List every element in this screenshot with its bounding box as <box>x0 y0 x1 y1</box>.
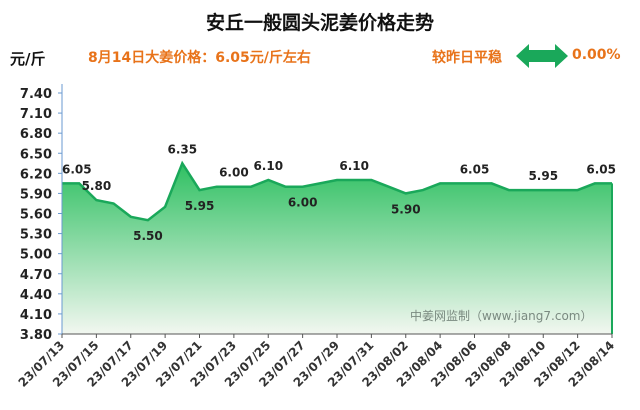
data-label: 6.00 <box>219 166 249 180</box>
data-label: 6.10 <box>253 159 283 173</box>
double-arrow-icon <box>516 44 568 68</box>
y-tick-label: 7.10 <box>20 107 52 122</box>
data-label: 5.95 <box>185 199 215 213</box>
data-label: 6.05 <box>460 162 490 176</box>
y-tick-label: 6.50 <box>20 147 52 162</box>
data-label: 5.90 <box>391 202 421 216</box>
data-label: 6.10 <box>339 159 369 173</box>
data-label: 5.80 <box>82 179 112 193</box>
data-label: 6.05 <box>586 162 616 176</box>
data-label: 6.00 <box>288 196 318 210</box>
data-label: 6.35 <box>168 142 198 156</box>
data-label: 6.05 <box>62 162 92 176</box>
y-tick-label: 5.00 <box>20 248 52 263</box>
compare-value: 0.00% <box>572 47 621 63</box>
y-tick-label: 3.80 <box>20 328 52 343</box>
y-tick-label: 5.90 <box>20 187 52 202</box>
price-line <box>62 160 612 222</box>
y-tick-label: 7.40 <box>20 87 52 102</box>
watermark: 中姜网监制（www.jiang7.com） <box>410 309 593 323</box>
y-axis-unit: 元/斤 <box>10 50 46 68</box>
data-label: 5.95 <box>528 169 558 183</box>
y-tick-label: 6.80 <box>20 127 52 142</box>
compare-label: 较昨日平稳 <box>432 50 502 66</box>
y-tick-label: 5.30 <box>20 228 52 243</box>
y-tick-label: 4.10 <box>20 308 52 323</box>
y-tick-label: 5.60 <box>20 208 52 223</box>
chart-title: 安丘一般圆头泥姜价格走势 <box>205 12 434 34</box>
y-tick-label: 4.40 <box>20 288 52 303</box>
y-tick-label: 6.20 <box>20 167 52 182</box>
price-area-fill <box>62 163 612 334</box>
data-label: 5.50 <box>133 229 163 243</box>
double-arrow-shape <box>516 44 568 68</box>
y-tick-label: 4.70 <box>20 268 52 283</box>
price-note: 8月14日大姜价格：6.05元/斤左右 <box>88 50 311 66</box>
